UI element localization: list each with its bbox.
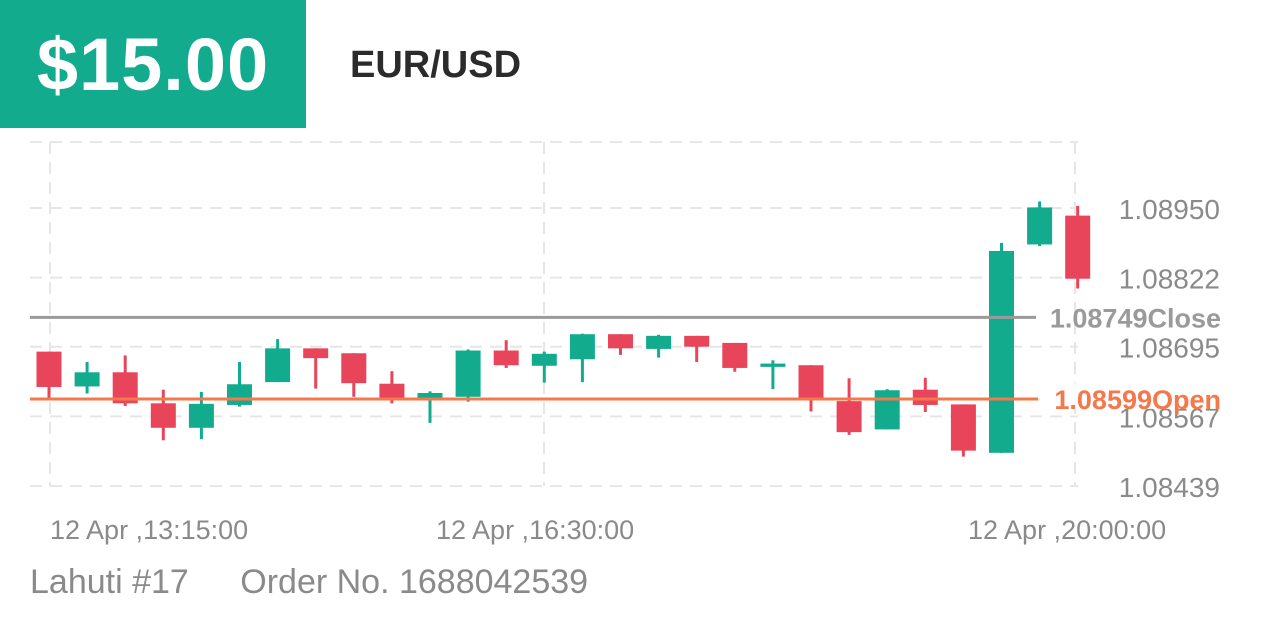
candle-body (1065, 215, 1091, 279)
candle-body (455, 350, 481, 397)
candle-body (493, 350, 519, 366)
account-label: Lahuti #17 (30, 563, 189, 601)
candle-body (569, 334, 595, 360)
y-tick-label: 1.08822 (1119, 264, 1220, 295)
candle-body (36, 351, 62, 387)
x-tick-label: 12 Apr ,13:15:00 (50, 515, 248, 545)
currency-pair-title: EUR/USD (350, 44, 522, 86)
candle-body (74, 372, 100, 387)
candle-body (341, 353, 367, 384)
candle-body (950, 404, 976, 451)
order-number: Order No. 1688042539 (240, 563, 589, 601)
order-footer: Lahuti #17 Order No. 1688042539 (30, 563, 630, 602)
profit-badge: $15.00 (0, 0, 306, 128)
y-tick-label: 1.08695 (1119, 333, 1220, 364)
candle-body (684, 335, 710, 347)
candle-body (646, 335, 672, 349)
close-price-label: 1.08749Close (1050, 303, 1221, 333)
candle-body (874, 390, 900, 430)
y-tick-label: 1.08950 (1119, 194, 1220, 225)
order-header: $15.00 EUR/USD (0, 0, 1266, 128)
candle-body (836, 401, 862, 433)
candle-body (265, 348, 291, 383)
candle-body (798, 365, 824, 399)
candle-body (417, 392, 443, 398)
candle-body (227, 384, 252, 405)
candle-body (722, 342, 748, 368)
candle-body (150, 403, 176, 428)
candle-body (531, 353, 557, 366)
candle-body (303, 348, 329, 359)
x-tick-label: 12 Apr ,16:30:00 (436, 515, 634, 545)
candle-body (188, 403, 214, 428)
candle-body (760, 363, 786, 367)
open-price-label: 1.08599Open (1054, 385, 1221, 415)
candle-body (379, 383, 405, 398)
candle-body (1027, 207, 1053, 245)
x-tick-label: 12 Apr ,20:00:00 (968, 515, 1166, 545)
open-label-backing (1038, 382, 1224, 409)
candle-body (608, 334, 633, 349)
candle-body (989, 250, 1014, 453)
y-tick-label: 1.08439 (1119, 472, 1220, 503)
candle-body (912, 389, 938, 405)
